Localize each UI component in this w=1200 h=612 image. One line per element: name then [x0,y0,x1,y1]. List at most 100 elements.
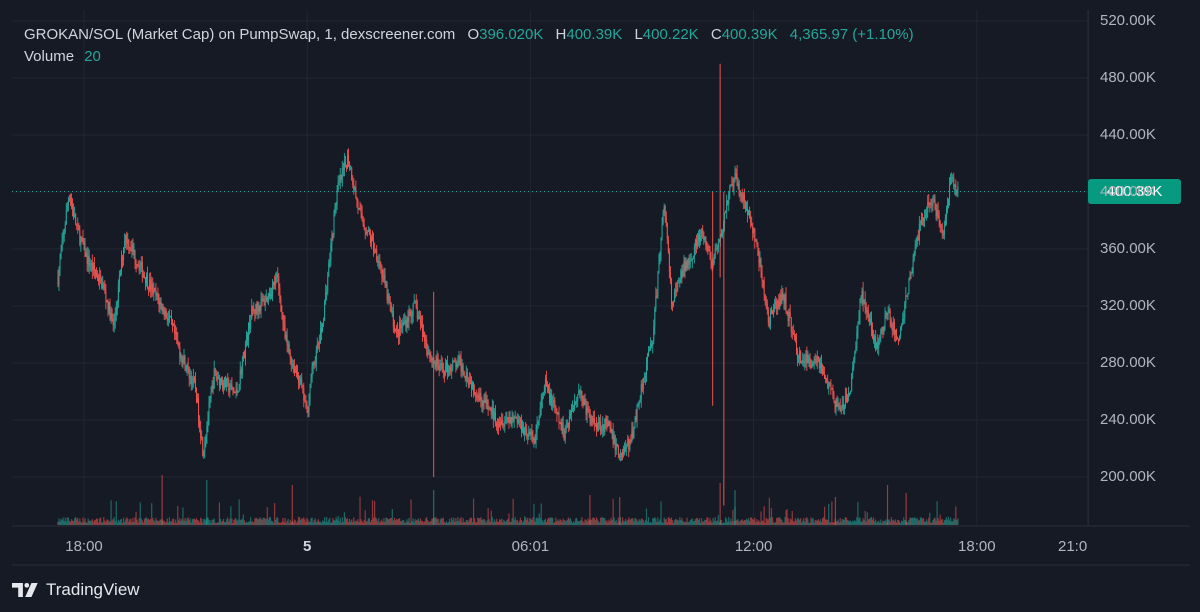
candle-body [642,384,643,389]
volume-bar [237,521,238,525]
volume-bar [366,521,367,525]
candle-body [755,241,756,242]
volume-bar [793,521,794,525]
volume-bar [482,519,483,525]
volume-bar [71,519,72,525]
volume-bar [297,521,298,525]
volume-bar [320,522,321,525]
candle-body [758,256,759,263]
volume-bar [65,517,66,525]
volume-bar [944,520,945,525]
volume-bar [433,490,434,525]
volume-bar [783,522,784,525]
candle-body [73,208,74,217]
candle-body [211,392,212,397]
candle-body [314,362,315,364]
volume-bar [688,522,689,525]
candle-body [517,419,518,424]
candle-body [733,180,734,187]
volume-bar [90,521,91,525]
volume-bar [180,521,181,525]
candle-body [116,309,117,316]
volume-bar [584,519,585,525]
candle-body [854,352,855,360]
volume-bar [227,517,228,525]
candle-body [91,263,92,266]
volume-bar [354,522,355,525]
volume-bar [316,522,317,525]
candle-body [233,391,234,393]
volume-bar [902,521,903,525]
volume-bar [123,518,124,525]
volume-bar [442,519,443,525]
candle-body [400,323,401,328]
candle-body [881,327,882,329]
candle-body [936,209,937,217]
candle-body [537,424,538,432]
volume-bar [839,522,840,525]
volume-bar [496,519,497,525]
candle-body [440,366,441,370]
volume-bar [253,522,254,525]
candle-body [850,391,851,394]
volume-bar [943,523,944,525]
tradingview-brand[interactable]: TradingView [12,578,140,602]
candle-body [903,318,904,319]
candle-body [170,316,171,317]
candle-body [951,178,952,179]
candle-body [763,280,764,281]
candle-body [470,380,471,381]
volume-bar [816,521,817,525]
candle-body [742,192,743,201]
volume-bar [222,521,223,525]
candle-body [236,390,237,393]
volume-bar [570,518,571,525]
volume-bar [414,522,415,525]
candle-body [520,419,521,422]
volume-bar [947,519,948,525]
candle-body [89,256,90,266]
candle-body [836,400,837,409]
candle-body [848,393,849,397]
candle-body [200,429,201,438]
candle-body [515,417,516,418]
volume-bar [599,522,600,525]
volume-bar [747,520,748,525]
volume-bar [416,520,417,525]
volume-bar [266,519,267,525]
candle-body [492,408,493,415]
volume-bar [818,519,819,525]
candle-body [403,322,404,324]
candle-body [528,432,529,437]
volume-bar [449,519,450,525]
volume-bar [114,517,115,525]
candle-body [399,323,400,336]
candle-body [127,239,128,243]
candle-body [444,372,445,375]
candle-body [493,408,494,420]
candle-body [645,376,646,378]
volume-bar [875,520,876,525]
volume-bar [152,518,153,525]
volume-bar [928,518,929,525]
volume-bar [801,523,802,525]
volume-bar [326,517,327,525]
volume-bar [670,519,671,525]
volume-bar [471,518,472,525]
candle-body [431,358,432,361]
volume-bar [596,517,597,525]
candle-body [692,259,693,261]
volume-bar [342,517,343,525]
volume-bar [766,518,767,525]
candle-body [163,307,164,311]
candle-body [849,393,850,394]
candle-body [394,327,395,331]
candle-body [333,214,334,236]
volume-bar [785,510,786,525]
candle-body [538,421,539,424]
candle-body [190,376,191,378]
volume-bar [919,520,920,525]
volume-bar [864,520,865,525]
candle-body [413,303,414,316]
